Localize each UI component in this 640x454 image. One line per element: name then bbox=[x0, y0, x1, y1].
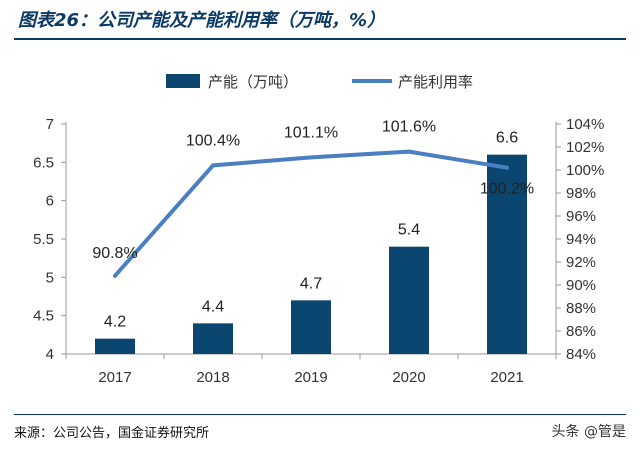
bar bbox=[389, 246, 429, 354]
y-left-tick-label: 6 bbox=[46, 193, 54, 210]
y-left-tick-label: 7 bbox=[46, 116, 54, 133]
line-point bbox=[211, 163, 215, 168]
legend-bar-swatch bbox=[166, 74, 200, 88]
line-data-label: 90.8% bbox=[92, 245, 137, 262]
y-left-tick-label: 6.5 bbox=[33, 154, 54, 171]
line-point bbox=[309, 155, 313, 160]
x-tick-label: 2020 bbox=[392, 369, 425, 386]
bar-data-label: 4.2 bbox=[104, 314, 126, 331]
y-right-tick-label: 84% bbox=[566, 346, 596, 363]
x-tick-label: 2017 bbox=[98, 369, 131, 386]
line-point bbox=[505, 165, 509, 170]
y-left-tick-label: 5.5 bbox=[33, 231, 54, 248]
x-tick-label: 2018 bbox=[196, 369, 229, 386]
y-right-tick-label: 98% bbox=[566, 185, 596, 202]
x-tick-label: 2019 bbox=[294, 369, 327, 386]
y-right-tick-label: 94% bbox=[566, 231, 596, 248]
legend: 产能（万吨） 产能利用率 bbox=[166, 73, 473, 91]
line-series bbox=[113, 149, 509, 278]
y-right-tick-label: 104% bbox=[566, 116, 604, 133]
line-path bbox=[113, 149, 509, 278]
source-note: 来源：公司公告，国金证券研究所 bbox=[14, 426, 210, 441]
bar bbox=[95, 338, 135, 354]
bar bbox=[487, 154, 527, 354]
footer-rule bbox=[14, 414, 626, 415]
legend-line-label: 产能利用率 bbox=[398, 73, 473, 91]
y-right-tick-label: 90% bbox=[566, 277, 596, 294]
y-left-tick-label: 5 bbox=[46, 269, 54, 286]
bar bbox=[291, 300, 331, 354]
y-right-tick-label: 102% bbox=[566, 139, 604, 156]
line-point bbox=[113, 273, 117, 278]
x-tick-label: 2021 bbox=[490, 369, 523, 386]
line-data-label: 100.4% bbox=[186, 132, 240, 149]
bar-data-label: 4.4 bbox=[202, 298, 224, 315]
axes: 4 4.5 5 5.5 6 6.5 7 84% 86% 88% 90% 92% 94% 96% 98% 100… bbox=[33, 116, 604, 386]
line-point bbox=[407, 149, 411, 154]
bar-series bbox=[95, 154, 527, 354]
y-right-tick-label: 96% bbox=[566, 208, 596, 225]
bar-data-label: 6.6 bbox=[496, 130, 518, 147]
y-left-tick-label: 4.5 bbox=[33, 308, 54, 325]
y-right-tick-label: 88% bbox=[566, 300, 596, 317]
y-right-tick-label: 92% bbox=[566, 254, 596, 271]
chart: 产能（万吨） 产能利用率 4 4.5 5 5.5 6 6.5 7 84% 86% 88% 90% 92%… bbox=[33, 73, 604, 386]
bar bbox=[193, 323, 233, 354]
bar-data-label: 5.4 bbox=[398, 222, 420, 239]
line-data-label: 101.6% bbox=[382, 119, 436, 136]
line-data-label: 101.1% bbox=[284, 124, 338, 141]
y-left-tick-label: 4 bbox=[46, 346, 54, 363]
chart-title: 图表26：公司产能及产能利用率（万吨，%） bbox=[18, 10, 386, 31]
watermark: 头条 @管是 bbox=[551, 424, 626, 440]
y-right-tick-label: 86% bbox=[566, 323, 596, 340]
title-rule bbox=[14, 38, 626, 40]
legend-bar-label: 产能（万吨） bbox=[208, 73, 298, 91]
line-data-label: 100.2% bbox=[480, 181, 534, 198]
data-labels: 4.2 4.4 4.7 5.4 6.6 90.8% 100.4% 101.1% 101.6% 10… bbox=[92, 119, 534, 331]
y-right-tick-label: 100% bbox=[566, 162, 604, 179]
bar-data-label: 4.7 bbox=[300, 275, 322, 292]
